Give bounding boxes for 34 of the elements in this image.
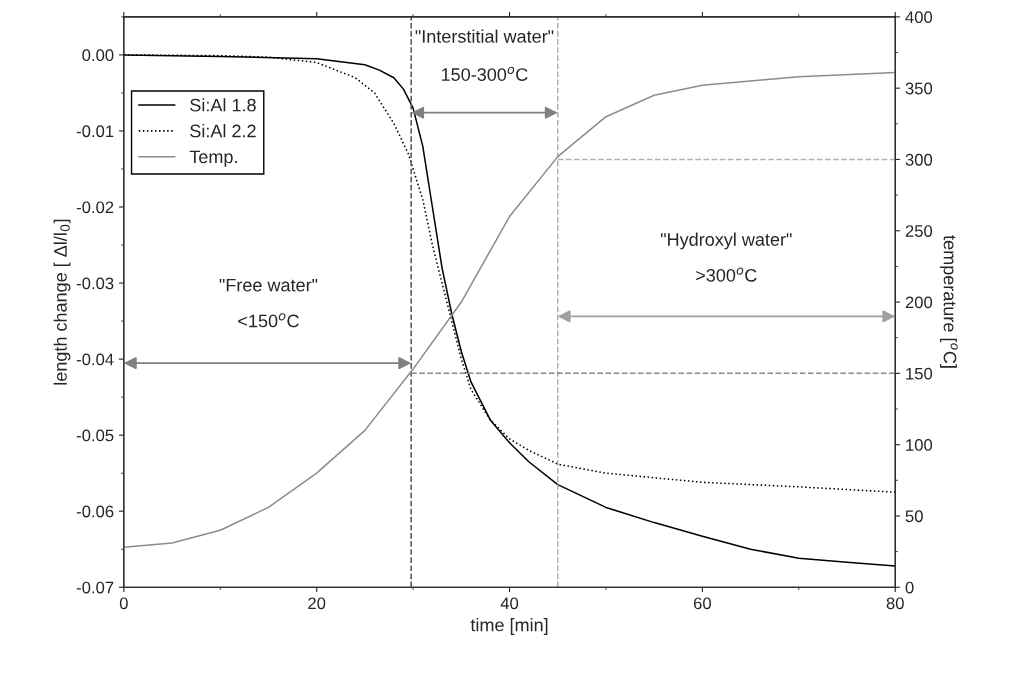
y-tick-label: -0.02: [76, 201, 114, 214]
legend-label: Si:Al 2.2: [190, 124, 256, 138]
annotation: "Free water": [219, 278, 318, 292]
annotation: "Hydroxyl water": [660, 232, 792, 250]
y2-tick-label: 0: [905, 581, 914, 594]
y-tick-label: -0.06: [76, 505, 114, 518]
y2-tick-label: 300: [905, 153, 933, 166]
y2-tick-label: 150: [906, 367, 933, 380]
x-tick-label: 40: [500, 597, 519, 610]
y2-tick-label: 350: [905, 82, 933, 95]
x-axis-title: time [min]: [470, 618, 548, 635]
y2-tick-label: 400: [905, 11, 933, 24]
y-tick-label: -0.04: [76, 353, 114, 366]
annotation: <150$^{o}$C: [238, 313, 299, 328]
legend-label: Temp.: [189, 150, 237, 167]
annotation: 150-300$^{o}$C: [441, 66, 528, 81]
x-tick-label: 60: [693, 597, 711, 610]
y-tick-label: -0.01: [76, 125, 114, 138]
annotation: >300$^{o}$C: [696, 267, 757, 282]
y2-axis-title: temperature [$^{o}$C]: [940, 235, 958, 368]
y2-tick-label: 200: [905, 296, 933, 309]
y2-tick-label: 100: [906, 439, 933, 451]
x-tick-label: 80: [886, 597, 904, 610]
y2-tick-label: 50: [905, 510, 923, 523]
y-tick-label: -0.07: [76, 581, 114, 594]
legend-label: Si:Al 1.8: [190, 98, 256, 112]
y-axis-title: length change [ Δl/l$_{0}$]: [53, 219, 71, 385]
y2-tick-label: 250: [905, 225, 933, 237]
y-tick-label: 0.00: [82, 49, 114, 62]
x-tick-label: 20: [308, 597, 326, 610]
y-tick-label: -0.05: [76, 429, 114, 442]
y-tick-label: -0.03: [76, 277, 114, 290]
annotation: "Interstitial water": [415, 29, 554, 43]
x-tick-label: 0: [119, 597, 128, 610]
